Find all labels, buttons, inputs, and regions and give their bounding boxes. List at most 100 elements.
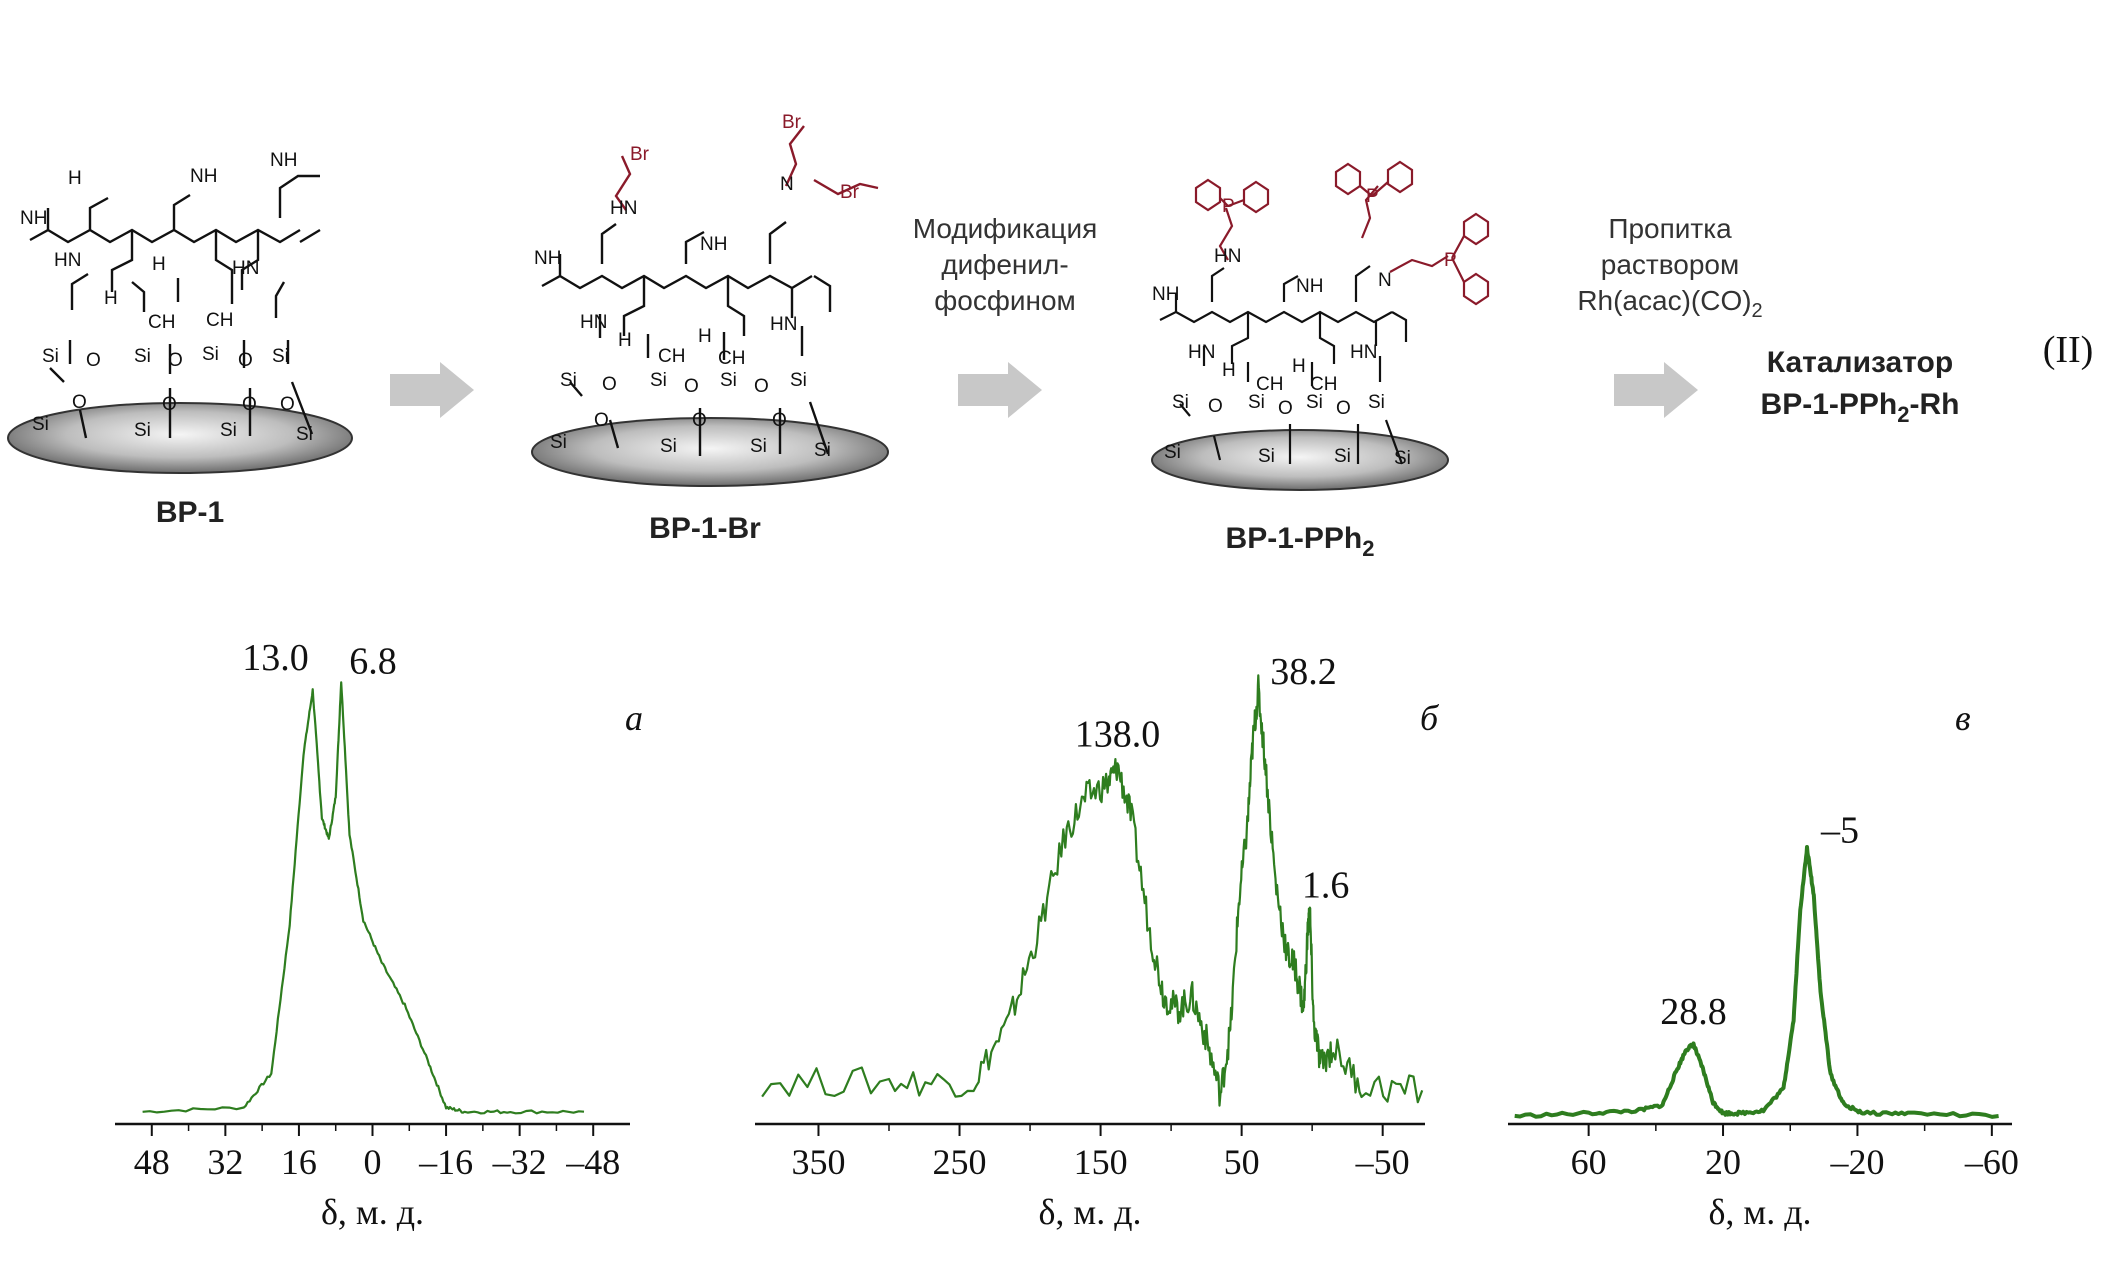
atom-label: CH (1310, 374, 1337, 395)
atom-label: O (754, 376, 769, 397)
polymer-backbone (1159, 265, 1408, 465)
atom-label-br: Br (840, 182, 860, 203)
x-axis-label: δ, м. д. (1038, 1192, 1141, 1232)
atom-label: CH (718, 348, 745, 369)
atom-label: O (1336, 398, 1351, 419)
atom-label: HN (54, 250, 81, 271)
atom-label: N (1378, 270, 1392, 291)
atom-label: NH (534, 248, 561, 269)
step2-text-line1: Пропитка (1608, 213, 1732, 244)
panel-label: б (1420, 698, 1440, 738)
spectrum-panel-1: 48 32 16 0 –16 –32 –48 δ, м. д. 13.0 6.8 а (115, 637, 643, 1232)
atom-label: Si (650, 370, 667, 391)
atom-label: CH (1256, 374, 1283, 395)
atom-label: Si (560, 370, 577, 391)
atom-label: NH (270, 150, 297, 171)
atom-label: Si (1306, 392, 1323, 413)
x-tick-label: –20 (1829, 1142, 1884, 1182)
bromoethyl-arm (614, 125, 879, 211)
spectrum-line (761, 674, 1424, 1107)
atom-label: N (780, 174, 794, 195)
x-tick-label: 60 (1571, 1142, 1607, 1182)
peak-label: 1.6 (1302, 865, 1350, 907)
atom-label: Si (1258, 446, 1275, 467)
atom-label: O (72, 392, 87, 413)
spectrum-line (142, 681, 585, 1115)
atom-label-br: Br (782, 112, 802, 133)
panel-label: в (1955, 698, 1971, 738)
atom-label: H (1222, 360, 1236, 381)
polymer-backbone (541, 221, 832, 456)
atom-label: O (1208, 396, 1223, 417)
step1-text-line1: Модификация (913, 213, 1098, 244)
x-tick-label: –32 (492, 1142, 547, 1182)
atom-label: H (1292, 356, 1306, 377)
x-axis-label: δ, м. д. (1708, 1192, 1811, 1232)
atom-label-br: Br (630, 144, 650, 165)
product-line1: Катализатор (1767, 346, 1953, 379)
atom-label: O (280, 394, 295, 415)
atom-label: Si (134, 420, 151, 441)
x-tick-label: –50 (1355, 1142, 1410, 1182)
atom-label: Si (32, 414, 49, 435)
structure-label-bp1-pph2: BP-1-PPh2 (1226, 522, 1375, 561)
atom-label: H (618, 330, 632, 351)
x-tick-label: 20 (1705, 1142, 1741, 1182)
x-axis-label: δ, м. д. (321, 1192, 424, 1232)
spectrum-panel-3: 60 20 –20 –60 δ, м. д. 28.8 –5 в (1508, 698, 2019, 1232)
x-tick-label: –48 (565, 1142, 620, 1182)
atom-label: HN (610, 198, 637, 219)
atom-label-p: P (1222, 196, 1235, 217)
atom-label: O (168, 350, 183, 371)
atom-label: Si (1172, 392, 1189, 413)
atom-label: Si (660, 436, 677, 457)
atom-label: O (238, 350, 253, 371)
product-line2: BP-1-PPh2-Rh (1761, 388, 1960, 427)
atom-label: H (698, 326, 712, 347)
structure-bp1-pph2: P P P HN N NH NH HN H H HN CH CH Si Si S… (1151, 160, 1490, 491)
atom-label: O (684, 376, 699, 397)
atom-label: Si (1334, 446, 1351, 467)
atom-label: CH (148, 312, 175, 333)
atom-label: Si (814, 440, 831, 461)
panel-label: а (625, 698, 643, 738)
atom-label: O (772, 410, 787, 431)
atom-label: Si (42, 346, 59, 367)
silica-support (7, 402, 353, 474)
atom-label: O (692, 410, 707, 431)
atom-label: HN (580, 312, 607, 333)
atom-label: Si (272, 346, 289, 367)
peak-label: 138.0 (1075, 714, 1161, 756)
atom-label-p: P (1366, 186, 1379, 207)
atom-label: Si (1248, 392, 1265, 413)
phosphinoethyl-arm (1218, 185, 1449, 273)
peak-label: 6.8 (349, 640, 397, 682)
atom-label: NH (190, 166, 217, 187)
peak-label: –5 (1820, 809, 1859, 851)
atom-label: Si (220, 420, 237, 441)
x-tick-label: 0 (364, 1142, 382, 1182)
atom-label: HN (770, 314, 797, 335)
atom-label: O (162, 394, 177, 415)
atom-label: Si (720, 370, 737, 391)
atom-label: O (1278, 398, 1293, 419)
atom-label: CH (206, 310, 233, 331)
x-tick-label: 50 (1224, 1142, 1260, 1182)
atom-label: O (242, 394, 257, 415)
atom-label: O (86, 350, 101, 371)
atom-label: Si (1164, 442, 1181, 463)
x-tick-label: 32 (207, 1142, 243, 1182)
atom-label: HN (1350, 342, 1377, 363)
atom-label: O (602, 374, 617, 395)
atom-label: Si (550, 432, 567, 453)
atom-label: NH (1152, 284, 1179, 305)
step1-text-line3: фосфином (934, 285, 1076, 316)
atom-label: HN (1188, 342, 1215, 363)
structure-bp1-br: Br Br Br HN N NH NH HN H H HN CH CH Si S… (531, 112, 889, 487)
x-tick-label: 150 (1074, 1142, 1128, 1182)
spectrum-line (1514, 845, 1999, 1119)
atom-label: Si (1394, 448, 1411, 469)
step1-text-line2: дифенил- (941, 249, 1068, 280)
atom-label: CH (658, 346, 685, 367)
